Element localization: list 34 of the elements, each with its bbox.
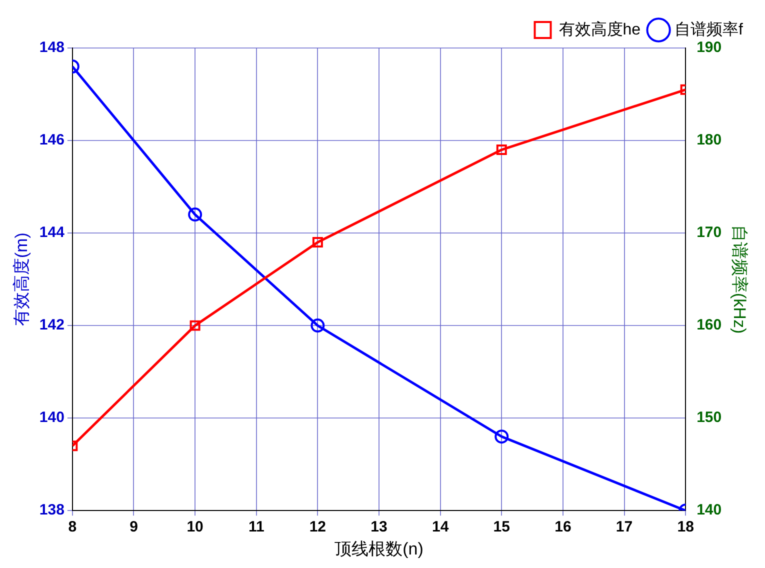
y2-axis-title: 自谱频率(kHz) <box>730 224 750 334</box>
y2-tick-label: 150 <box>696 409 722 426</box>
y-tick-label: 142 <box>39 316 64 334</box>
x-tick-label: 16 <box>554 518 572 536</box>
y-tick-label: 146 <box>39 132 64 149</box>
y-tick-label: 148 <box>39 39 64 56</box>
y2-tick-label: 180 <box>696 132 722 149</box>
point <box>312 237 323 248</box>
x-tick-label: 13 <box>370 518 388 536</box>
point <box>188 208 202 222</box>
y-axis-title: 有效高度(m) <box>12 232 31 326</box>
x-tick-label: 9 <box>130 518 138 536</box>
y-tick-label: 138 <box>39 502 64 519</box>
y-tick-label: 140 <box>39 409 64 426</box>
legend-label: 自谱频率f <box>674 20 744 38</box>
x-tick-label: 14 <box>432 518 450 536</box>
x-tick-label: 15 <box>493 518 510 536</box>
y2-tick-label: 140 <box>696 502 722 519</box>
y2-tick-label: 170 <box>696 224 722 242</box>
point <box>494 430 509 444</box>
x-axis-title: 顶线根数(n) <box>334 539 424 558</box>
legend-label: 有效高度he <box>558 20 641 38</box>
x-tick-label: 8 <box>68 518 77 536</box>
x-tick-label: 10 <box>186 518 204 536</box>
point <box>496 144 507 156</box>
y-tick-label: 144 <box>39 224 66 242</box>
point <box>310 318 325 333</box>
x-tick-label: 18 <box>677 518 694 536</box>
x-tick-label: 11 <box>248 518 264 536</box>
y2-tick-label: 190 <box>696 39 722 56</box>
point <box>190 320 200 331</box>
x-tick-label: 17 <box>616 518 633 536</box>
x-tick-label: 12 <box>309 518 326 536</box>
y2-tick-label: 160 <box>696 316 722 334</box>
